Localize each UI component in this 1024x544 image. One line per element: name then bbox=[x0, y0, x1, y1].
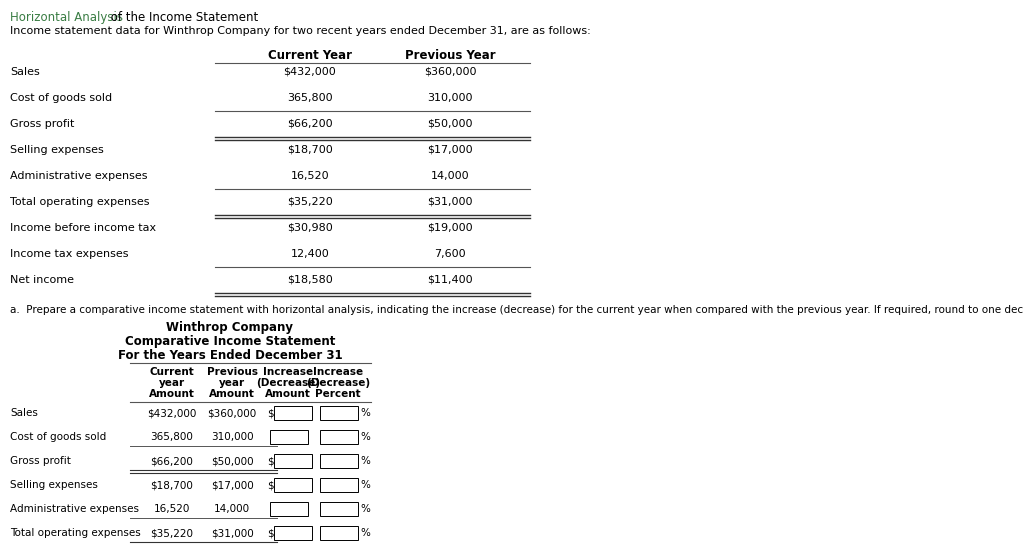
Text: $31,000: $31,000 bbox=[427, 197, 473, 207]
Text: Administrative expenses: Administrative expenses bbox=[10, 171, 147, 181]
Text: %: % bbox=[360, 456, 370, 466]
Text: Net income: Net income bbox=[10, 275, 74, 285]
Text: Previous Year: Previous Year bbox=[404, 49, 496, 62]
Text: 12,400: 12,400 bbox=[291, 249, 330, 259]
Text: %: % bbox=[360, 528, 370, 538]
Text: Winthrop Company: Winthrop Company bbox=[167, 321, 294, 334]
Text: $17,000: $17,000 bbox=[427, 145, 473, 155]
Text: Total operating expenses: Total operating expenses bbox=[10, 197, 150, 207]
FancyBboxPatch shape bbox=[319, 502, 358, 516]
Text: Administrative expenses: Administrative expenses bbox=[10, 504, 139, 514]
Text: Total operating expenses: Total operating expenses bbox=[10, 528, 140, 538]
Text: $17,000: $17,000 bbox=[211, 480, 253, 490]
Text: Sales: Sales bbox=[10, 67, 40, 77]
Text: Cost of goods sold: Cost of goods sold bbox=[10, 432, 106, 442]
Text: 310,000: 310,000 bbox=[211, 432, 253, 442]
Text: $: $ bbox=[267, 456, 273, 466]
Text: $35,220: $35,220 bbox=[287, 197, 333, 207]
FancyBboxPatch shape bbox=[274, 526, 312, 540]
Text: Gross profit: Gross profit bbox=[10, 456, 71, 466]
Text: Sales: Sales bbox=[10, 408, 38, 418]
Text: $11,400: $11,400 bbox=[427, 275, 473, 285]
Text: $66,200: $66,200 bbox=[151, 456, 194, 466]
Text: $50,000: $50,000 bbox=[427, 119, 473, 129]
FancyBboxPatch shape bbox=[274, 454, 312, 468]
Text: Income statement data for Winthrop Company for two recent years ended December 3: Income statement data for Winthrop Compa… bbox=[10, 26, 591, 36]
Text: Income before income tax: Income before income tax bbox=[10, 223, 156, 233]
FancyBboxPatch shape bbox=[319, 526, 358, 540]
Text: 7,600: 7,600 bbox=[434, 249, 466, 259]
Text: 16,520: 16,520 bbox=[154, 504, 190, 514]
Text: $18,700: $18,700 bbox=[287, 145, 333, 155]
Text: For the Years Ended December 31: For the Years Ended December 31 bbox=[118, 349, 342, 362]
Text: $35,220: $35,220 bbox=[151, 528, 194, 538]
Text: Comparative Income Statement: Comparative Income Statement bbox=[125, 335, 335, 348]
Text: $30,980: $30,980 bbox=[287, 223, 333, 233]
FancyBboxPatch shape bbox=[319, 430, 358, 444]
Text: $66,200: $66,200 bbox=[287, 119, 333, 129]
Text: Increase: Increase bbox=[313, 367, 364, 377]
Text: 16,520: 16,520 bbox=[291, 171, 330, 181]
Text: $: $ bbox=[267, 480, 273, 490]
Text: Previous: Previous bbox=[207, 367, 257, 377]
FancyBboxPatch shape bbox=[319, 406, 358, 420]
FancyBboxPatch shape bbox=[319, 478, 358, 492]
Text: Current Year: Current Year bbox=[268, 49, 352, 62]
Text: Horizontal Analysis: Horizontal Analysis bbox=[10, 11, 123, 24]
Text: $50,000: $50,000 bbox=[211, 456, 253, 466]
FancyBboxPatch shape bbox=[319, 454, 358, 468]
FancyBboxPatch shape bbox=[270, 430, 308, 444]
Text: year: year bbox=[159, 378, 185, 388]
FancyBboxPatch shape bbox=[274, 406, 312, 420]
FancyBboxPatch shape bbox=[270, 502, 308, 516]
Text: $: $ bbox=[267, 408, 273, 418]
Text: $432,000: $432,000 bbox=[147, 408, 197, 418]
Text: $19,000: $19,000 bbox=[427, 223, 473, 233]
Text: $18,700: $18,700 bbox=[151, 480, 194, 490]
Text: Cost of goods sold: Cost of goods sold bbox=[10, 93, 112, 103]
Text: a.  Prepare a comparative income statement with horizontal analysis, indicating : a. Prepare a comparative income statemen… bbox=[10, 305, 1024, 315]
Text: Selling expenses: Selling expenses bbox=[10, 145, 103, 155]
Text: %: % bbox=[360, 432, 370, 442]
Text: $360,000: $360,000 bbox=[208, 408, 257, 418]
Text: (Decrease): (Decrease) bbox=[256, 378, 321, 388]
Text: $: $ bbox=[267, 528, 273, 538]
Text: $360,000: $360,000 bbox=[424, 67, 476, 77]
Text: 365,800: 365,800 bbox=[151, 432, 194, 442]
Text: 310,000: 310,000 bbox=[427, 93, 473, 103]
Text: Percent: Percent bbox=[315, 389, 360, 399]
Text: %: % bbox=[360, 480, 370, 490]
Text: year: year bbox=[219, 378, 245, 388]
Text: Increase: Increase bbox=[263, 367, 313, 377]
Text: Income tax expenses: Income tax expenses bbox=[10, 249, 128, 259]
Text: %: % bbox=[360, 504, 370, 514]
FancyBboxPatch shape bbox=[274, 478, 312, 492]
Text: $432,000: $432,000 bbox=[284, 67, 336, 77]
Text: $31,000: $31,000 bbox=[211, 528, 253, 538]
Text: Selling expenses: Selling expenses bbox=[10, 480, 98, 490]
Text: $18,580: $18,580 bbox=[287, 275, 333, 285]
Text: Amount: Amount bbox=[150, 389, 195, 399]
Text: of the Income Statement: of the Income Statement bbox=[106, 11, 258, 24]
Text: Amount: Amount bbox=[209, 389, 255, 399]
Text: %: % bbox=[360, 408, 370, 418]
Text: Current: Current bbox=[150, 367, 195, 377]
Text: 14,000: 14,000 bbox=[214, 504, 250, 514]
Text: 365,800: 365,800 bbox=[287, 93, 333, 103]
Text: (Decrease): (Decrease) bbox=[306, 378, 370, 388]
Text: Gross profit: Gross profit bbox=[10, 119, 75, 129]
Text: 14,000: 14,000 bbox=[431, 171, 469, 181]
Text: Amount: Amount bbox=[265, 389, 311, 399]
